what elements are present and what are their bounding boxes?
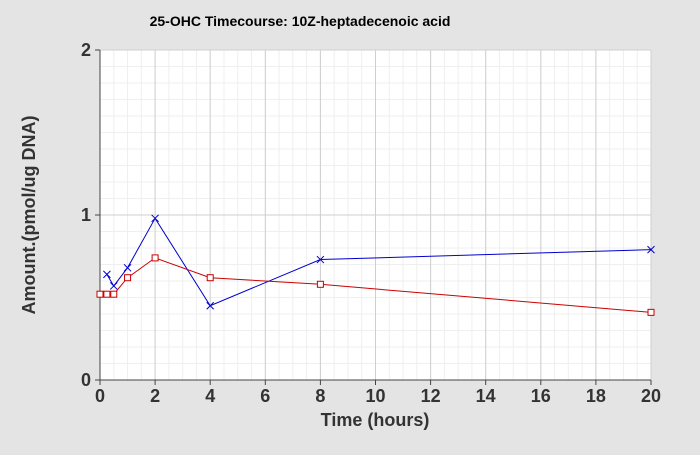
x-tick-label: 16 xyxy=(531,386,551,406)
series-1-point xyxy=(647,308,655,316)
y-axis-label: Amount.(pmol/ug DNA) xyxy=(19,116,39,315)
y-tick-label: 1 xyxy=(81,205,91,225)
series-1-point xyxy=(206,274,214,282)
x-tick-label: 0 xyxy=(95,386,105,406)
x-axis-label: Time (hours) xyxy=(321,410,430,430)
y-tick-labels: 0 1 2 xyxy=(81,40,91,390)
x-tick-label: 18 xyxy=(586,386,606,406)
series-1-point xyxy=(124,274,132,282)
series-0-point xyxy=(647,245,655,254)
series-1-point xyxy=(96,290,104,298)
series-0-point xyxy=(151,214,159,223)
chart-title: 25-OHC Timecourse: 10Z-heptadecenoic aci… xyxy=(150,13,451,29)
x-tick-label: 6 xyxy=(260,386,270,406)
series-layer xyxy=(96,214,655,316)
x-tick-label: 4 xyxy=(205,386,215,406)
y-tick-label: 0 xyxy=(81,370,91,390)
series-1-point xyxy=(151,254,159,262)
x-tick-label: 10 xyxy=(365,386,385,406)
series-0-point xyxy=(316,255,325,264)
y-tick-label: 2 xyxy=(81,40,91,60)
series-1-point xyxy=(110,290,118,298)
series-0-point xyxy=(109,282,118,290)
series-0-point xyxy=(206,301,215,310)
axes xyxy=(95,49,652,385)
x-tick-label: 20 xyxy=(641,386,661,406)
x-tick-label: 2 xyxy=(150,386,160,406)
x-tick-labels: 0 2 4 6 8 10 12 14 16 18 20 xyxy=(95,386,661,406)
series-0-point xyxy=(123,263,132,272)
x-tick-label: 8 xyxy=(315,386,325,406)
series-0-point xyxy=(103,270,111,279)
x-tick-label: 12 xyxy=(421,386,441,406)
series-1-point xyxy=(316,280,324,288)
x-tick-label: 14 xyxy=(476,386,496,406)
series-1-point xyxy=(103,290,111,298)
